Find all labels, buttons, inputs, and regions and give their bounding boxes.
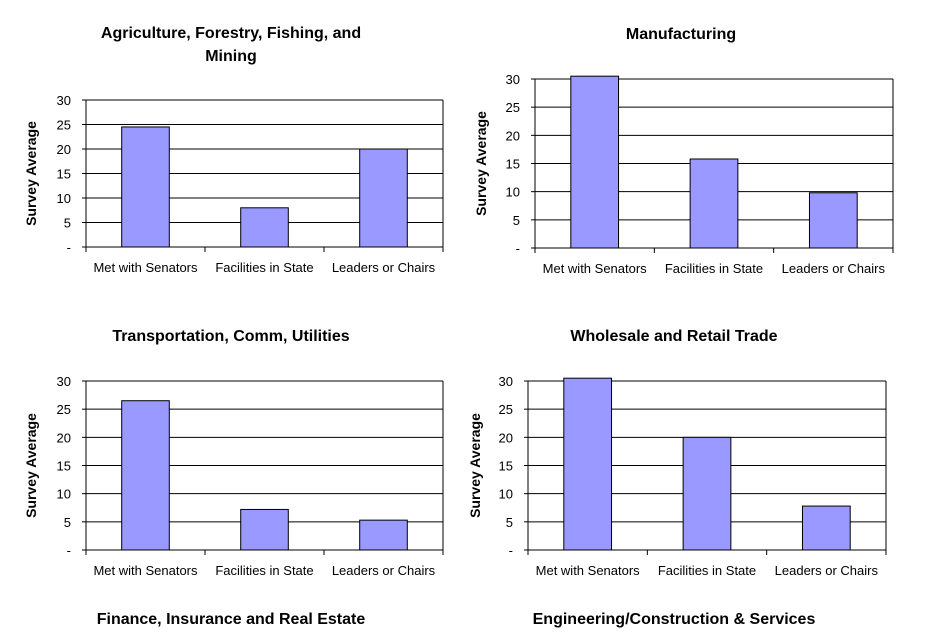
x-tick-label: Facilities in State [215, 563, 313, 578]
y-tick-label: - [67, 240, 71, 255]
bar-met-with-senators [570, 75, 620, 249]
y-tick-label: 15 [57, 167, 71, 182]
y-tick-label: - [509, 543, 513, 558]
bar-leaders-or-chairs [359, 519, 408, 551]
bar-facilities-in-state [682, 436, 732, 551]
y-tick-label: 15 [506, 157, 520, 172]
y-tick-label: 15 [499, 459, 513, 474]
chart-panel-4: Wholesale and Retail Trade - 5 10 15 20 25 30 Me… [467, 328, 887, 578]
y-tick-label: 25 [57, 402, 71, 417]
y-axis-label: Survey Average [473, 111, 489, 216]
x-tick-label: Leaders or Chairs [775, 563, 879, 578]
y-tick-label: 20 [506, 128, 520, 143]
bar-met-with-senators [563, 377, 613, 551]
y-tick-label: 20 [57, 430, 71, 445]
y-tick-label: 30 [57, 93, 71, 108]
y-tick-label: 30 [506, 72, 520, 87]
chart-title: Manufacturing [626, 26, 736, 43]
x-tick-label: Leaders or Chairs [782, 261, 886, 276]
chart-title: Wholesale and Retail Trade [570, 328, 777, 345]
bar-facilities-in-state [240, 207, 289, 248]
bar-leaders-or-chairs [359, 148, 408, 248]
chart-panel-1: Agriculture, Forestry, Fishing, and Minin… [23, 25, 444, 275]
y-tick-label: - [516, 241, 520, 256]
bar-facilities-in-state [240, 508, 289, 551]
x-tick-label: Facilities in State [665, 261, 763, 276]
y-tick-label: 20 [499, 430, 513, 445]
y-tick-label: 30 [57, 374, 71, 389]
x-tick-label: Met with Senators [543, 261, 648, 276]
x-tick-label: Leaders or Chairs [332, 563, 436, 578]
y-tick-label: 5 [64, 515, 71, 530]
y-tick-label: 10 [57, 191, 71, 206]
y-tick-label: 25 [499, 402, 513, 417]
bar-leaders-or-chairs [808, 192, 858, 249]
x-tick-label: Facilities in State [658, 563, 756, 578]
y-tick-label: 10 [506, 185, 520, 200]
bar-facilities-in-state [689, 158, 739, 249]
bar-leaders-or-chairs [801, 505, 851, 551]
chart-title: Transportation, Comm, Utilities [112, 328, 349, 345]
y-tick-label: 10 [499, 487, 513, 502]
chart-panel-3: Transportation, Comm, Utilities - 5 10 15 20 2… [23, 328, 444, 578]
x-tick-label: Met with Senators [93, 260, 198, 275]
y-axis-label: Survey Average [23, 121, 39, 226]
chart-panel-2: Manufacturing - 5 10 15 20 25 30 Met with Senato… [473, 26, 894, 276]
chart-title: Agriculture, Forestry, Fishing, and [101, 25, 361, 42]
y-tick-label: 5 [506, 515, 513, 530]
y-axis-label: Survey Average [23, 413, 39, 518]
x-tick-label: Leaders or Chairs [332, 260, 436, 275]
bar-met-with-senators [121, 400, 170, 551]
y-tick-label: 20 [57, 142, 71, 157]
y-tick-label: - [67, 543, 71, 558]
chart-title: Mining [205, 48, 257, 65]
bar-met-with-senators [121, 126, 170, 248]
bottom-chart-title: Engineering/Construction & Services [533, 611, 816, 628]
y-tick-label: 15 [57, 459, 71, 474]
y-tick-label: 30 [499, 374, 513, 389]
x-tick-label: Facilities in State [215, 260, 313, 275]
x-tick-label: Met with Senators [93, 563, 198, 578]
y-tick-label: 5 [64, 216, 71, 231]
y-axis-label: Survey Average [467, 413, 483, 518]
y-tick-label: 25 [506, 100, 520, 115]
x-tick-label: Met with Senators [536, 563, 641, 578]
y-tick-label: 25 [57, 118, 71, 133]
bottom-chart-title: Finance, Insurance and Real Estate [97, 611, 366, 628]
y-tick-label: 10 [57, 487, 71, 502]
y-tick-label: 5 [513, 213, 520, 228]
